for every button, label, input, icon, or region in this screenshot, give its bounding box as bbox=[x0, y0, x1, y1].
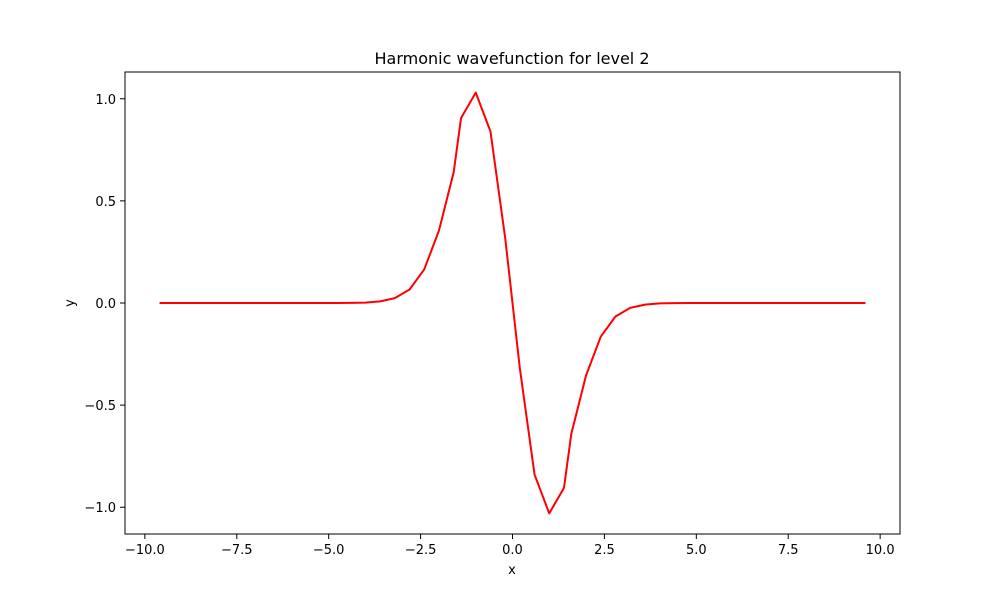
y-tick-label: 0.0 bbox=[95, 297, 116, 312]
y-tick-label: −1.0 bbox=[84, 501, 116, 516]
x-tick-label: 2.5 bbox=[594, 543, 615, 558]
x-axis-label: x bbox=[508, 563, 516, 578]
x-tick-label: −10.0 bbox=[125, 543, 165, 558]
x-tick-label: 7.5 bbox=[778, 543, 799, 558]
x-tick-label: −7.5 bbox=[221, 543, 253, 558]
series-line-0 bbox=[159, 91, 866, 515]
x-tick-label: 0.0 bbox=[502, 543, 523, 558]
y-tick-label: 1.0 bbox=[95, 93, 116, 108]
x-tick-label: 10.0 bbox=[866, 543, 895, 558]
x-axis-ticks: −10.0 −7.5 −5.0 −2.5 0.0 2.5 5.0 7.5 10.0 bbox=[125, 534, 895, 558]
y-tick-label: 0.5 bbox=[95, 195, 116, 210]
x-tick-label: −5.0 bbox=[313, 543, 345, 558]
chart-title: Harmonic wavefunction for level 2 bbox=[374, 49, 649, 68]
y-tick-label: −0.5 bbox=[84, 399, 116, 414]
y-axis-ticks: −1.0 −0.5 0.0 0.5 1.0 bbox=[84, 93, 125, 516]
y-axis-label: y bbox=[63, 299, 78, 307]
x-tick-label: −2.5 bbox=[405, 543, 437, 558]
x-tick-label: 5.0 bbox=[686, 543, 707, 558]
